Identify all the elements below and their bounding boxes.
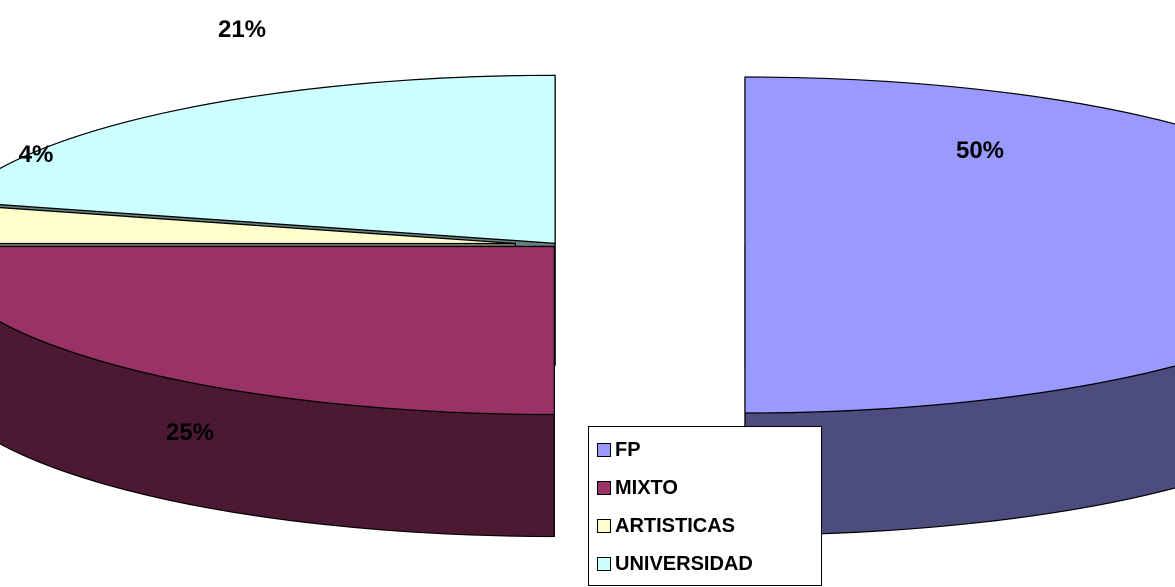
legend-item-fp: FP	[597, 431, 821, 469]
data-label-fp: 50%	[956, 137, 1004, 164]
legend-swatch-artisticas	[597, 519, 611, 533]
legend-item-mixto: MIXTO	[597, 469, 821, 507]
legend-label-mixto: MIXTO	[615, 476, 678, 499]
legend-swatch-universidad	[597, 557, 611, 571]
data-label-mixto: 25%	[166, 419, 214, 446]
legend-swatch-mixto	[597, 481, 611, 495]
pie-slices	[0, 74, 1175, 538]
pie-data-labels: 50% 25% 4% 21%	[19, 16, 1004, 446]
data-label-artisticas: 4%	[19, 141, 54, 168]
legend-label-universidad: UNIVERSIDAD	[615, 552, 753, 575]
pie-slice-artisticas	[0, 207, 516, 245]
chart-legend: FP MIXTO ARTISTICAS UNIVERSIDAD	[588, 426, 822, 586]
pie-slice-universidad	[0, 74, 556, 244]
pie-slice-fp	[744, 76, 1175, 414]
legend-label-artisticas: ARTISTICAS	[615, 514, 735, 537]
data-label-universidad: 21%	[218, 16, 266, 43]
legend-label-fp: FP	[615, 438, 641, 461]
legend-swatch-fp	[597, 443, 611, 457]
legend-item-artisticas: ARTISTICAS	[597, 507, 821, 545]
pie-slice-mixto	[0, 245, 555, 416]
legend-item-universidad: UNIVERSIDAD	[597, 545, 821, 583]
